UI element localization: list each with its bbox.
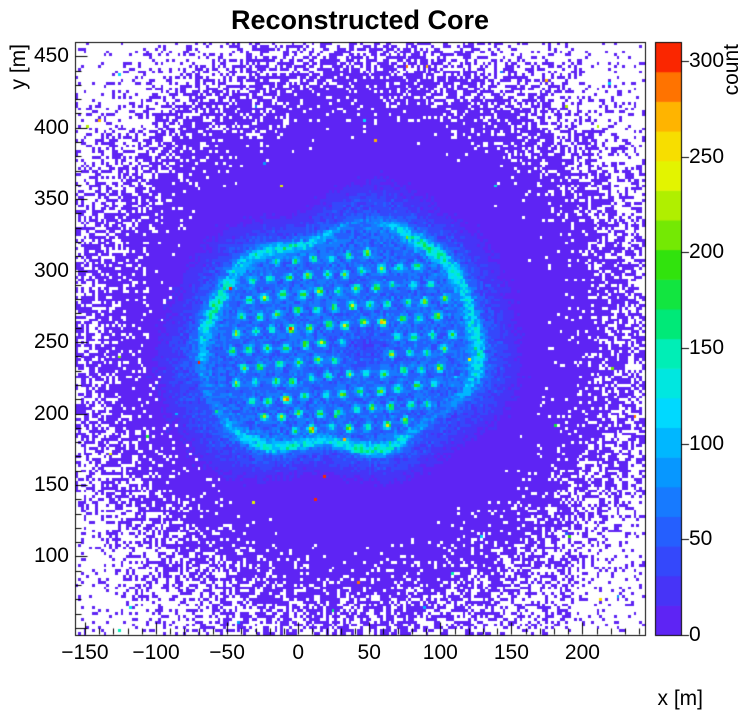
x-tick-label: 150 (493, 641, 529, 664)
x-tick-label: −100 (132, 641, 180, 664)
colorbar-tick-label: 50 (689, 527, 713, 551)
colorbar-tick-label: 150 (689, 336, 725, 360)
y-tick-label: 250 (33, 330, 69, 354)
x-tick-label: 0 (292, 641, 304, 664)
x-tick-label: −50 (209, 641, 245, 664)
y-tick-label: 400 (33, 115, 69, 139)
y-tick-label: 300 (33, 258, 69, 282)
y-tick-label: 350 (33, 187, 69, 211)
x-tick-label: −150 (61, 641, 109, 664)
x-tick-label: 50 (357, 641, 381, 664)
y-tick-label: 200 (33, 401, 69, 425)
y-tick-label: 100 (33, 544, 69, 568)
colorbar-tick-label: 300 (689, 49, 725, 73)
colorbar-tick-label: 0 (689, 623, 701, 646)
x-tick-label: 200 (564, 641, 600, 664)
x-tick-label: 100 (422, 641, 458, 664)
y-tick-label: 150 (33, 472, 69, 496)
y-tick-label: 450 (33, 44, 69, 68)
x-axis-title: x [m] (657, 687, 704, 710)
colorbar-tick-label: 250 (689, 144, 725, 168)
colorbar-tick-label: 100 (689, 431, 725, 455)
colorbar-tick-label: 200 (689, 240, 725, 264)
plot-title: Reconstructed Core (230, 5, 490, 35)
